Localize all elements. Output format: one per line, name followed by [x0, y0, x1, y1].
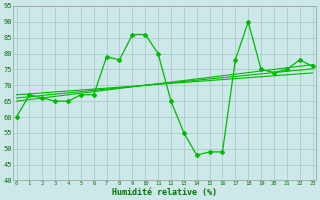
X-axis label: Humidité relative (%): Humidité relative (%)	[112, 188, 217, 197]
